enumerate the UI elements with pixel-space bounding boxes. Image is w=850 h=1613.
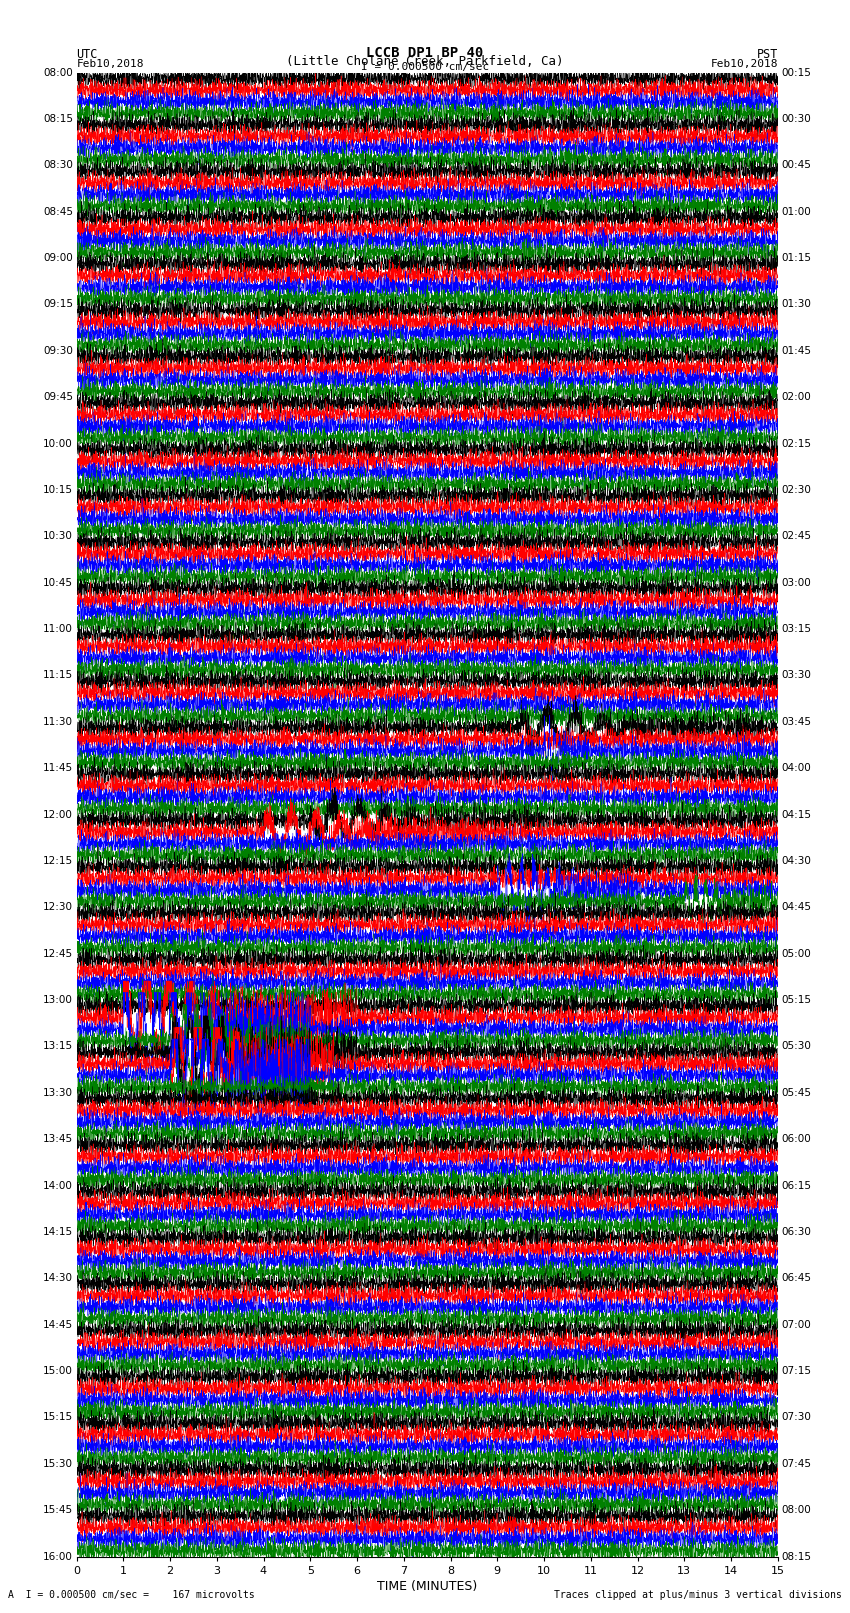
- Text: 04:30: 04:30: [781, 857, 811, 866]
- Text: 13:00: 13:00: [43, 995, 73, 1005]
- Text: 01:45: 01:45: [781, 345, 811, 356]
- Text: 14:00: 14:00: [43, 1181, 73, 1190]
- Text: Traces clipped at plus/minus 3 vertical divisions: Traces clipped at plus/minus 3 vertical …: [553, 1590, 842, 1600]
- Text: 16:00: 16:00: [43, 1552, 73, 1561]
- Text: 11:15: 11:15: [42, 671, 73, 681]
- Text: 15:30: 15:30: [43, 1458, 73, 1469]
- Text: A  I = 0.000500 cm/sec =    167 microvolts: A I = 0.000500 cm/sec = 167 microvolts: [8, 1590, 255, 1600]
- Text: 03:45: 03:45: [781, 716, 811, 727]
- Text: 12:00: 12:00: [43, 810, 73, 819]
- Text: 12:15: 12:15: [42, 857, 73, 866]
- Text: 14:45: 14:45: [42, 1319, 73, 1329]
- Text: 07:00: 07:00: [781, 1319, 811, 1329]
- Text: 07:45: 07:45: [781, 1458, 811, 1469]
- Text: 06:15: 06:15: [781, 1181, 811, 1190]
- Text: UTC: UTC: [76, 48, 98, 61]
- Text: 13:45: 13:45: [42, 1134, 73, 1144]
- Text: 00:15: 00:15: [781, 68, 811, 77]
- Text: 02:30: 02:30: [781, 486, 811, 495]
- Text: 06:30: 06:30: [781, 1227, 811, 1237]
- Text: 05:00: 05:00: [781, 948, 811, 958]
- Text: 08:15: 08:15: [43, 115, 73, 124]
- Text: 13:30: 13:30: [43, 1087, 73, 1098]
- Text: 00:30: 00:30: [781, 115, 811, 124]
- Text: 02:00: 02:00: [781, 392, 811, 402]
- Text: 11:00: 11:00: [43, 624, 73, 634]
- Text: 10:00: 10:00: [43, 439, 73, 448]
- Text: 08:00: 08:00: [43, 68, 73, 77]
- Text: Feb10,2018: Feb10,2018: [711, 60, 778, 69]
- Text: 15:45: 15:45: [42, 1505, 73, 1515]
- Text: 02:45: 02:45: [781, 531, 811, 542]
- Text: 02:15: 02:15: [781, 439, 811, 448]
- Text: 03:15: 03:15: [781, 624, 811, 634]
- Text: 10:30: 10:30: [43, 531, 73, 542]
- Text: 08:00: 08:00: [781, 1505, 811, 1515]
- Text: 12:45: 12:45: [42, 948, 73, 958]
- Text: Feb10,2018: Feb10,2018: [76, 60, 144, 69]
- Text: LCCB DP1 BP 40: LCCB DP1 BP 40: [366, 47, 484, 60]
- Text: 03:30: 03:30: [781, 671, 811, 681]
- Text: 08:45: 08:45: [43, 206, 73, 216]
- Text: 11:30: 11:30: [43, 716, 73, 727]
- Text: 03:00: 03:00: [781, 577, 811, 587]
- Text: 10:45: 10:45: [43, 577, 73, 587]
- Text: 04:00: 04:00: [781, 763, 811, 773]
- Text: 07:15: 07:15: [781, 1366, 811, 1376]
- Text: 00:45: 00:45: [781, 160, 811, 171]
- Text: 08:15: 08:15: [781, 1552, 811, 1561]
- Text: 01:30: 01:30: [781, 300, 811, 310]
- Text: 05:45: 05:45: [781, 1087, 811, 1098]
- Text: 09:00: 09:00: [43, 253, 73, 263]
- Text: 14:15: 14:15: [42, 1227, 73, 1237]
- Text: 15:00: 15:00: [43, 1366, 73, 1376]
- Text: 01:00: 01:00: [781, 206, 811, 216]
- Text: 04:15: 04:15: [781, 810, 811, 819]
- Text: 06:45: 06:45: [781, 1273, 811, 1284]
- Text: 01:15: 01:15: [781, 253, 811, 263]
- Text: 09:15: 09:15: [43, 300, 73, 310]
- X-axis label: TIME (MINUTES): TIME (MINUTES): [377, 1579, 477, 1592]
- Text: 06:00: 06:00: [781, 1134, 811, 1144]
- Text: 09:30: 09:30: [43, 345, 73, 356]
- Text: PST: PST: [756, 48, 778, 61]
- Text: 10:15: 10:15: [43, 486, 73, 495]
- Text: I = 0.000500 cm/sec: I = 0.000500 cm/sec: [361, 61, 489, 71]
- Text: (Little Cholane Creek, Parkfield, Ca): (Little Cholane Creek, Parkfield, Ca): [286, 55, 564, 68]
- Text: 04:45: 04:45: [781, 902, 811, 913]
- Text: 13:15: 13:15: [42, 1042, 73, 1052]
- Text: 07:30: 07:30: [781, 1413, 811, 1423]
- Text: 05:15: 05:15: [781, 995, 811, 1005]
- Text: 08:30: 08:30: [43, 160, 73, 171]
- Text: 09:45: 09:45: [43, 392, 73, 402]
- Text: 15:15: 15:15: [42, 1413, 73, 1423]
- Text: 14:30: 14:30: [43, 1273, 73, 1284]
- Text: 05:30: 05:30: [781, 1042, 811, 1052]
- Text: 12:30: 12:30: [43, 902, 73, 913]
- Text: 11:45: 11:45: [42, 763, 73, 773]
